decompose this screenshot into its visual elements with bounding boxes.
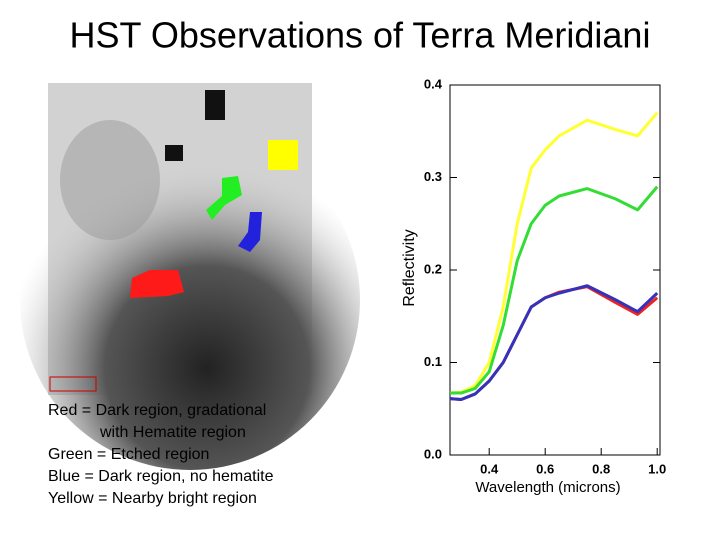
note: with Hematite region — [99, 424, 246, 441]
y-tick-label: 0.4 — [424, 76, 443, 91]
x-tick-label: 0.6 — [536, 461, 554, 476]
notes: Red = Dark region, gradational with Hema… — [48, 402, 274, 507]
slide-title: HST Observations of Terra Meridiani — [70, 15, 651, 56]
series-line — [450, 185, 659, 395]
note: Blue = Dark region, no hematite — [48, 468, 274, 485]
y-tick-label: 0.1 — [424, 354, 442, 369]
x-axis-label: Wavelength (microns) — [475, 479, 620, 496]
y-tick-label: 0.2 — [424, 261, 442, 276]
series-line — [449, 284, 659, 401]
x-tick-label: 1.0 — [648, 461, 666, 476]
note: Green = Etched region — [48, 446, 209, 463]
note: Red = Dark region, gradational — [48, 402, 266, 419]
y-axis-label: Reflectivity — [401, 229, 418, 306]
y-tick-label: 0.0 — [424, 446, 442, 461]
note: Yellow = Nearby bright region — [48, 490, 257, 507]
series-line — [449, 111, 659, 395]
x-tick-label: 0.4 — [480, 461, 499, 476]
y-tick-label: 0.3 — [424, 169, 442, 184]
x-tick-label: 0.8 — [592, 461, 610, 476]
hst-image — [20, 83, 360, 470]
